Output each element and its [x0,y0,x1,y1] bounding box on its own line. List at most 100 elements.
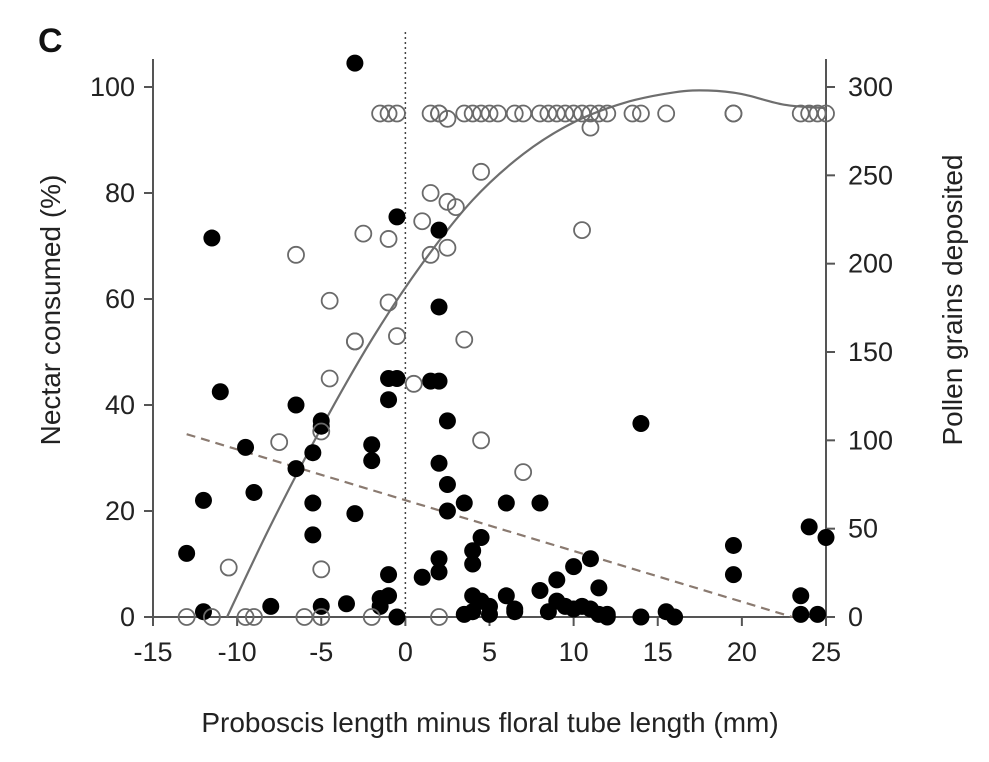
nectar-point [497,587,515,605]
pollen-point [379,104,398,123]
nectar-point [346,505,364,523]
nectar-point [809,605,827,623]
x-tick-label: -10 [218,637,257,667]
pollen-point [623,104,642,123]
pollen-point [632,104,650,123]
nectar-point [363,436,381,454]
nectar-point [817,529,835,546]
y-tick-label-left: 20 [105,496,135,526]
nectar-point [590,579,608,597]
nectar-point [194,491,212,509]
nectar-point [430,298,448,316]
pollen-point [455,330,474,349]
nectar-point [666,608,684,626]
nectar-point [598,605,616,623]
pollen-point [421,184,440,202]
nectar-point [304,494,322,512]
pollen-point [245,608,263,626]
pollen-point [514,104,533,123]
nectar-point [346,54,364,72]
quadratic-fit-line [226,89,827,618]
pollen-point [312,560,331,579]
nectar-point [792,605,810,623]
pollen-point [379,293,398,312]
pollen-point [438,109,457,128]
pollen-point [404,374,423,393]
y-tick-label-right: 250 [848,160,893,190]
pollen-point [421,245,440,264]
pollen-point [657,104,676,123]
pollen-point [270,433,289,452]
nectar-point [430,372,448,390]
nectar-point [413,568,431,586]
data-points [177,54,835,626]
nectar-point [194,603,212,621]
nectar-point [632,415,650,433]
nectar-point [312,417,330,435]
y-axis-title-left: Nectar consumed (%) [35,175,66,446]
pollen-point [489,104,507,123]
pollen-point [379,230,398,248]
pollen-point [808,104,827,123]
nectar-point [380,587,398,605]
nectar-point [430,550,448,568]
nectar-point [363,452,381,470]
nectar-point [287,396,305,414]
nectar-point [455,605,473,623]
pollen-point [438,238,457,257]
pollen-point [202,608,221,626]
nectar-point [724,536,742,554]
nectar-point [337,595,355,613]
x-tick-label: 20 [727,637,757,667]
nectar-point [262,597,280,615]
nectar-point [380,566,398,584]
nectar-point [438,476,456,493]
x-tick-label: 5 [482,637,497,667]
pollen-point [295,608,314,626]
fit-lines [186,89,827,619]
nectar-point [455,494,473,512]
y-tick-label-right: 150 [848,337,893,367]
nectar-point [464,555,482,573]
nectar-point [388,370,406,387]
nectar-point [800,518,818,536]
x-axis-title: Proboscis length minus floral tube lengt… [201,707,778,738]
x-tick-label: -15 [133,637,172,667]
nectar-point [581,550,599,568]
pollen-point [219,558,238,577]
pollen-point [581,118,600,137]
pollen-point [177,608,196,626]
y-tick-label-left: 40 [105,390,135,420]
nectar-point [430,221,448,239]
x-tick-label: 15 [643,637,673,667]
pollen-point [388,327,406,346]
nectar-point [548,571,566,589]
pollen-point [724,104,743,123]
pollen-point [345,332,364,351]
pollen-point [573,221,591,240]
nectar-point [497,494,515,512]
x-tick-label: 25 [811,637,841,667]
nectar-point [632,608,650,626]
nectar-point [430,563,448,581]
nectar-point [178,544,196,562]
nectar-point [565,558,583,576]
pollen-point [312,422,331,441]
nectar-point [388,608,406,626]
pollen-point [320,291,339,310]
nectar-point [506,603,524,621]
nectar-point [245,483,263,501]
nectar-point [304,526,322,544]
y-tick-label-left: 100 [90,72,135,102]
nectar-point [481,605,498,623]
tick-labels: -15 -10 -5 0 5 10 15 20 250204060801000501001502… [90,72,893,667]
nectar-point [430,454,448,472]
nectar-point [464,542,482,560]
pollen-point [505,104,524,123]
nectar-point [287,460,305,478]
nectar-point [388,208,406,226]
nectar-point [304,444,322,462]
pollen-point [589,104,608,123]
panel-label: C [38,22,63,60]
